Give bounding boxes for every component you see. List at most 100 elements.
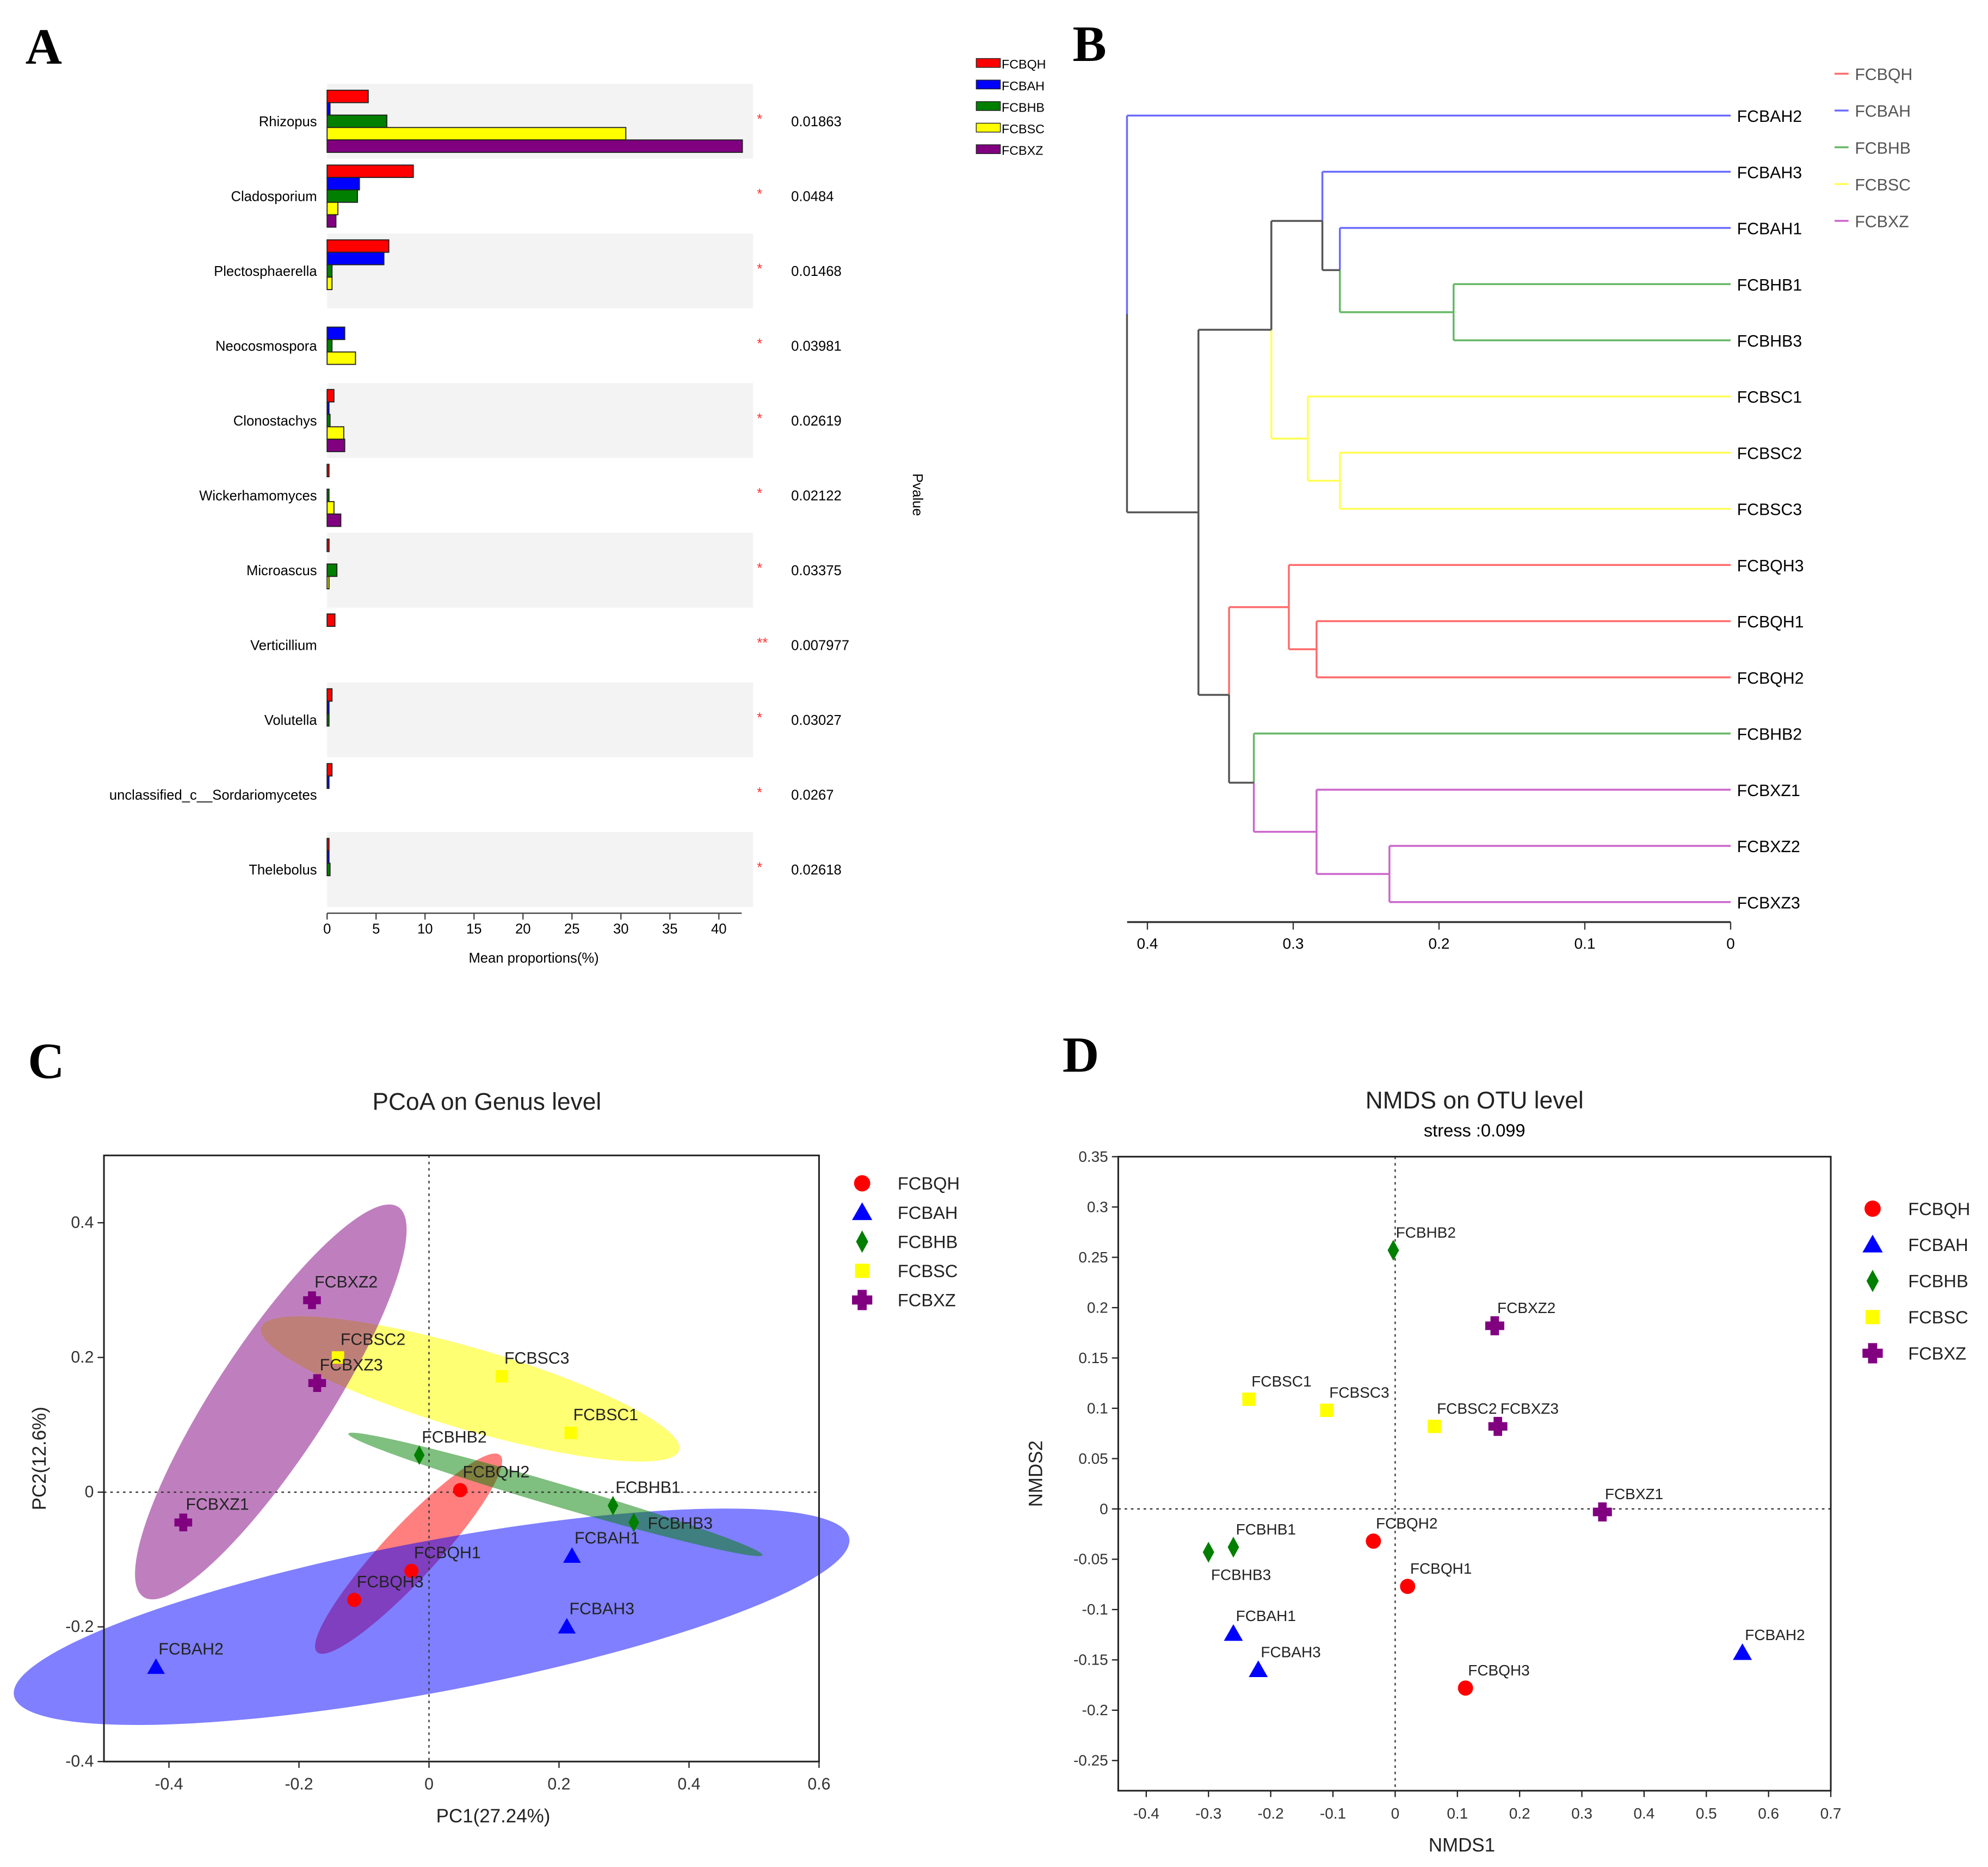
x-axis-label: PC1(27.24%) [436, 1806, 551, 1827]
legend-swatch-fcbxz [976, 144, 1001, 155]
p-value: 0.03375 [791, 563, 842, 578]
panel-label-d: D [1063, 1027, 1099, 1083]
x-tick-label: 0.1 [1575, 935, 1596, 952]
x-axis-label: NMDS1 [1429, 1835, 1495, 1856]
x-tick-label: 0.5 [1696, 1805, 1717, 1822]
leaf-label: FCBHB3 [1737, 332, 1802, 350]
legend-label: FCBXZ [1855, 213, 1909, 231]
point-diamond-marker [1202, 1542, 1214, 1563]
y-tick-label: -0.25 [1073, 1752, 1108, 1769]
panel-label-a: A [26, 19, 62, 75]
legend-label: FCBQH [1002, 57, 1046, 71]
bar-fcbqh [326, 389, 335, 403]
significance-stars: * [757, 561, 762, 576]
point-label: FCBXZ3 [320, 1356, 383, 1374]
bar-fcbqh [326, 688, 333, 702]
confidence-ellipse-fcbsc [261, 1316, 680, 1462]
point-diamond-marker [607, 1495, 619, 1515]
legend-marker-fcbxz [852, 1290, 873, 1310]
category-label: unclassified_c__Sordariomycetes [109, 788, 317, 803]
point-label: FCBSC2 [1437, 1400, 1497, 1417]
point-label: FCBAH2 [1745, 1626, 1805, 1643]
point-label: FCBHB1 [1236, 1521, 1296, 1538]
significance-stars: ** [757, 636, 768, 651]
bar-fcbhb [326, 264, 333, 278]
plot-frame [1117, 1156, 1832, 1792]
legend-label: FCBHB [1855, 139, 1911, 157]
x-tick-label: 0.2 [1509, 1805, 1530, 1822]
x-tick-label: 10 [417, 922, 433, 937]
chart-subtitle: stress :0.099 [1424, 1120, 1526, 1140]
point-triangle-marker [1249, 1660, 1268, 1677]
point-label: FCBAH3 [569, 1600, 634, 1618]
x-tick-label: 0.4 [677, 1775, 700, 1793]
category-label: Microascus [246, 563, 317, 578]
significance-stars: * [757, 710, 762, 725]
y-tick-label: -0.4 [65, 1753, 94, 1771]
y-axis-label: PC2(12.6%) [29, 1407, 50, 1510]
point-circle-marker [1400, 1579, 1416, 1594]
significance-stars: * [757, 336, 762, 352]
point-square-marker [331, 1351, 344, 1364]
bar-fcbqh [326, 239, 390, 253]
point-label: FCBSC1 [573, 1406, 638, 1424]
legend-label: FCBAH [898, 1203, 958, 1223]
y-tick-label: 0.2 [71, 1348, 94, 1366]
point-circle-marker [1366, 1533, 1381, 1549]
bar-fcbhb [326, 862, 331, 877]
y-tick-label: 0.35 [1078, 1148, 1108, 1165]
point-label: FCBHB3 [1211, 1567, 1271, 1583]
legend-swatch-fcbah [976, 79, 1001, 90]
point-label: FCBAH3 [1261, 1644, 1320, 1661]
panel-c-pcoa: -0.4 -0.2 0 0.2 0.4 0.6 -0.4 -0.2 0 0.2 0.4 FCBQH1 F… [14, 1088, 960, 1827]
point-circle-marker [1458, 1680, 1473, 1696]
category-label: Thelebolus [249, 862, 317, 878]
leaf-label: FCBSC2 [1737, 445, 1802, 463]
legend-marker-fcbhb [1866, 1270, 1879, 1292]
legend-marker-fcbqh [1864, 1200, 1881, 1217]
plot-frame [103, 1154, 820, 1763]
bar-fcbsc [326, 127, 627, 141]
point-label: FCBSC1 [1251, 1373, 1311, 1390]
bar-fcbsc [326, 576, 330, 590]
leaf-label: FCBAH1 [1737, 220, 1802, 238]
leaf-label: FCBXZ3 [1737, 894, 1800, 912]
legend-label: FCBAH [1855, 103, 1911, 121]
point-label: FCBHB2 [1396, 1224, 1456, 1241]
bar-fcbah [326, 251, 385, 266]
legend-label: FCBQH [898, 1173, 960, 1193]
legend-marker-fcbah [852, 1202, 873, 1221]
y-tick-label: 0.05 [1078, 1450, 1108, 1467]
point-square-marker [1320, 1403, 1333, 1417]
point-label: FCBQH2 [463, 1463, 530, 1481]
point-circle-marker [347, 1593, 362, 1607]
point-triangle-marker [147, 1658, 165, 1674]
category-band [327, 832, 754, 907]
x-tick-label: 0.4 [1633, 1805, 1654, 1822]
bar-fcbqh [326, 613, 336, 627]
point-label: FCBQH1 [414, 1544, 481, 1562]
leaf-label: FCBHB2 [1737, 726, 1802, 744]
x-tick-label: 25 [564, 922, 580, 937]
point-plus-marker [174, 1513, 193, 1532]
x-tick-label: -0.3 [1195, 1805, 1221, 1822]
bar-fcbqh [326, 89, 369, 103]
bar-fcbhb [326, 339, 333, 353]
legend-marker-fcbhb [856, 1230, 868, 1253]
y-tick-label: 0.2 [1087, 1299, 1108, 1316]
point-diamond-marker [1227, 1537, 1239, 1558]
x-tick-label: 0.6 [1758, 1805, 1779, 1822]
x-tick-label: 35 [662, 922, 678, 937]
point-label: FCBAH1 [575, 1529, 639, 1547]
p-value: 0.01468 [791, 264, 842, 279]
point-triangle-marker [558, 1618, 576, 1634]
bar-fcbhb [326, 563, 338, 577]
legend-swatch-fcbqh [976, 58, 1001, 68]
bar-fcbxz [326, 513, 342, 527]
leaf-label: FCBHB1 [1737, 276, 1802, 294]
legend-marker-fcbah [1862, 1234, 1883, 1253]
leaf-label: FCBQH2 [1737, 669, 1804, 687]
legend-marker-fcbxz [1862, 1343, 1883, 1364]
p-value: 0.0484 [791, 189, 834, 205]
